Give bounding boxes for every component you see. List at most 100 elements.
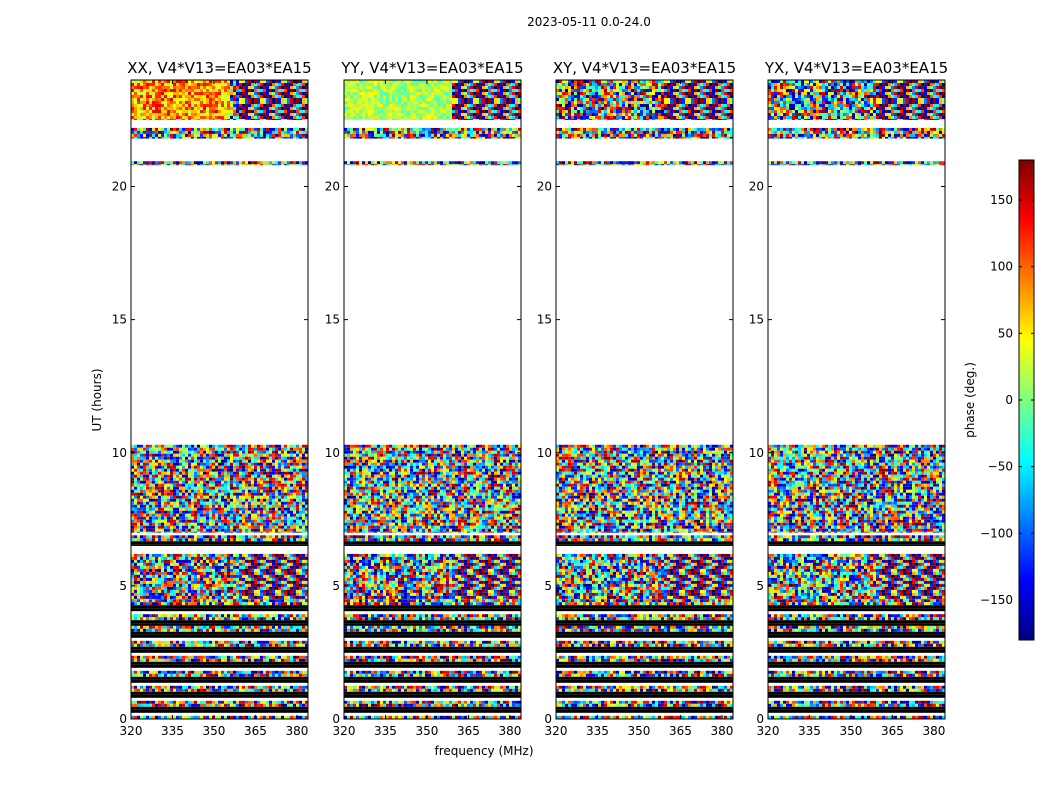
x-tick-label: 380 [498,724,521,738]
data-segment [556,161,733,166]
y-tick-label: 5 [544,579,552,593]
panel-title: YX, V4*V13=EA03*EA15 [764,59,948,77]
x-tick-label: 365 [881,724,904,738]
y-tick-label: 15 [325,313,340,327]
y-tick-label: 0 [756,712,764,726]
y-axis-label: UT (hours) [90,368,104,431]
y-tick-label: 15 [112,313,127,327]
panel-frame [767,79,946,720]
data-segment [768,161,945,166]
colorbar-tick-label: −50 [988,460,1013,474]
data-segment [131,535,308,546]
y-tick-label: 15 [749,313,764,327]
y-tick-label: 0 [544,712,552,726]
x-tick-label: 350 [203,724,226,738]
panel-xx: XX, V4*V13=EA03*EA15 320 335 350 365 380 0 5 10 1… [112,59,312,738]
y-tick-label: 20 [537,180,552,194]
data-segment [768,444,945,533]
data-segment [768,127,945,139]
data-segment [344,80,521,120]
heatmap-segments [344,80,521,719]
x-tick-label: 365 [244,724,267,738]
y-tick-label: 10 [749,446,764,460]
heatmap-segments [768,80,945,719]
y-tick-label: 5 [332,579,340,593]
y-tick-label: 20 [749,180,764,194]
data-segment [556,80,733,120]
heatmap-segments [556,80,733,719]
data-segment [344,161,521,166]
panel-frame [343,79,522,720]
data-segment [768,535,945,546]
x-tick-label: 380 [285,724,308,738]
data-segment [556,127,733,139]
x-tick-label: 335 [374,724,397,738]
data-segment [344,127,521,139]
data-segment [131,599,308,626]
heatmap-segments [131,80,308,719]
y-tick-label: 0 [119,712,127,726]
y-tick-label: 10 [325,446,340,460]
x-tick-label: 365 [457,724,480,738]
x-tick-label: 350 [416,724,439,738]
panel-frame [555,79,734,720]
x-tick-label: 335 [798,724,821,738]
x-tick-label: 320 [120,724,143,738]
data-segment [768,553,945,600]
y-tick-label: 20 [325,180,340,194]
data-segment [131,127,308,139]
colorbar-tick-label: −150 [980,593,1013,607]
x-tick-label: 380 [922,724,945,738]
x-tick-label: 335 [586,724,609,738]
x-tick-label: 320 [333,724,356,738]
colorbar: 150 100 50 0 −50 −100 −150 phase (deg.) [963,159,1035,641]
data-segment [344,599,521,626]
y-tick-label: 10 [112,446,127,460]
data-segment [344,625,521,719]
y-tick-label: 0 [332,712,340,726]
data-segment [556,444,733,533]
data-segment [131,625,308,719]
colorbar-label: phase (deg.) [963,362,977,438]
data-segment [344,535,521,546]
data-segment [556,599,733,626]
panel-yx: YX, V4*V13=EA03*EA15 320 335 350 365 380 0 5 10 1… [749,59,948,738]
data-segment [131,161,308,166]
data-segment [768,599,945,626]
y-tick-label: 5 [756,579,764,593]
data-segment [131,553,308,600]
colorbar-tick-label: 50 [998,326,1013,340]
panel-title: XY, V4*V13=EA03*EA15 [553,59,736,77]
colorbar-tick-label: 100 [990,260,1013,274]
colorbar-tick-label: −100 [980,526,1013,540]
x-tick-label: 335 [161,724,184,738]
data-segment [131,80,308,120]
x-tick-label: 320 [545,724,568,738]
y-tick-label: 20 [112,180,127,194]
x-tick-label: 365 [669,724,692,738]
y-tick-label: 10 [537,446,552,460]
x-axis-label: frequency (MHz) [434,744,533,758]
x-tick-label: 350 [840,724,863,738]
colorbar-tick-label: 0 [1005,393,1013,407]
panel-title: XX, V4*V13=EA03*EA15 [127,59,311,77]
data-segment [131,444,308,533]
colorbar-tick-label: 150 [990,193,1013,207]
data-segment [344,444,521,533]
data-segment [556,625,733,719]
panel-xy: XY, V4*V13=EA03*EA15 320 335 350 365 380 0 5 10 1… [537,59,736,738]
figure-suptitle: 2023-05-11 0.0-24.0 [527,15,651,29]
y-tick-label: 15 [537,313,552,327]
data-segment [768,80,945,120]
panels: XX, V4*V13=EA03*EA15 320 335 350 365 380 0 5 10 1… [112,59,948,738]
data-segment [768,625,945,719]
data-segment [344,553,521,600]
panel-title: YY, V4*V13=EA03*EA15 [340,59,523,77]
panel-yy: YY, V4*V13=EA03*EA15 320 335 350 365 380 0 5 10 1… [325,59,524,738]
x-tick-label: 380 [710,724,733,738]
x-tick-label: 350 [628,724,651,738]
data-segment [556,535,733,546]
data-segment [556,553,733,600]
x-tick-label: 320 [757,724,780,738]
